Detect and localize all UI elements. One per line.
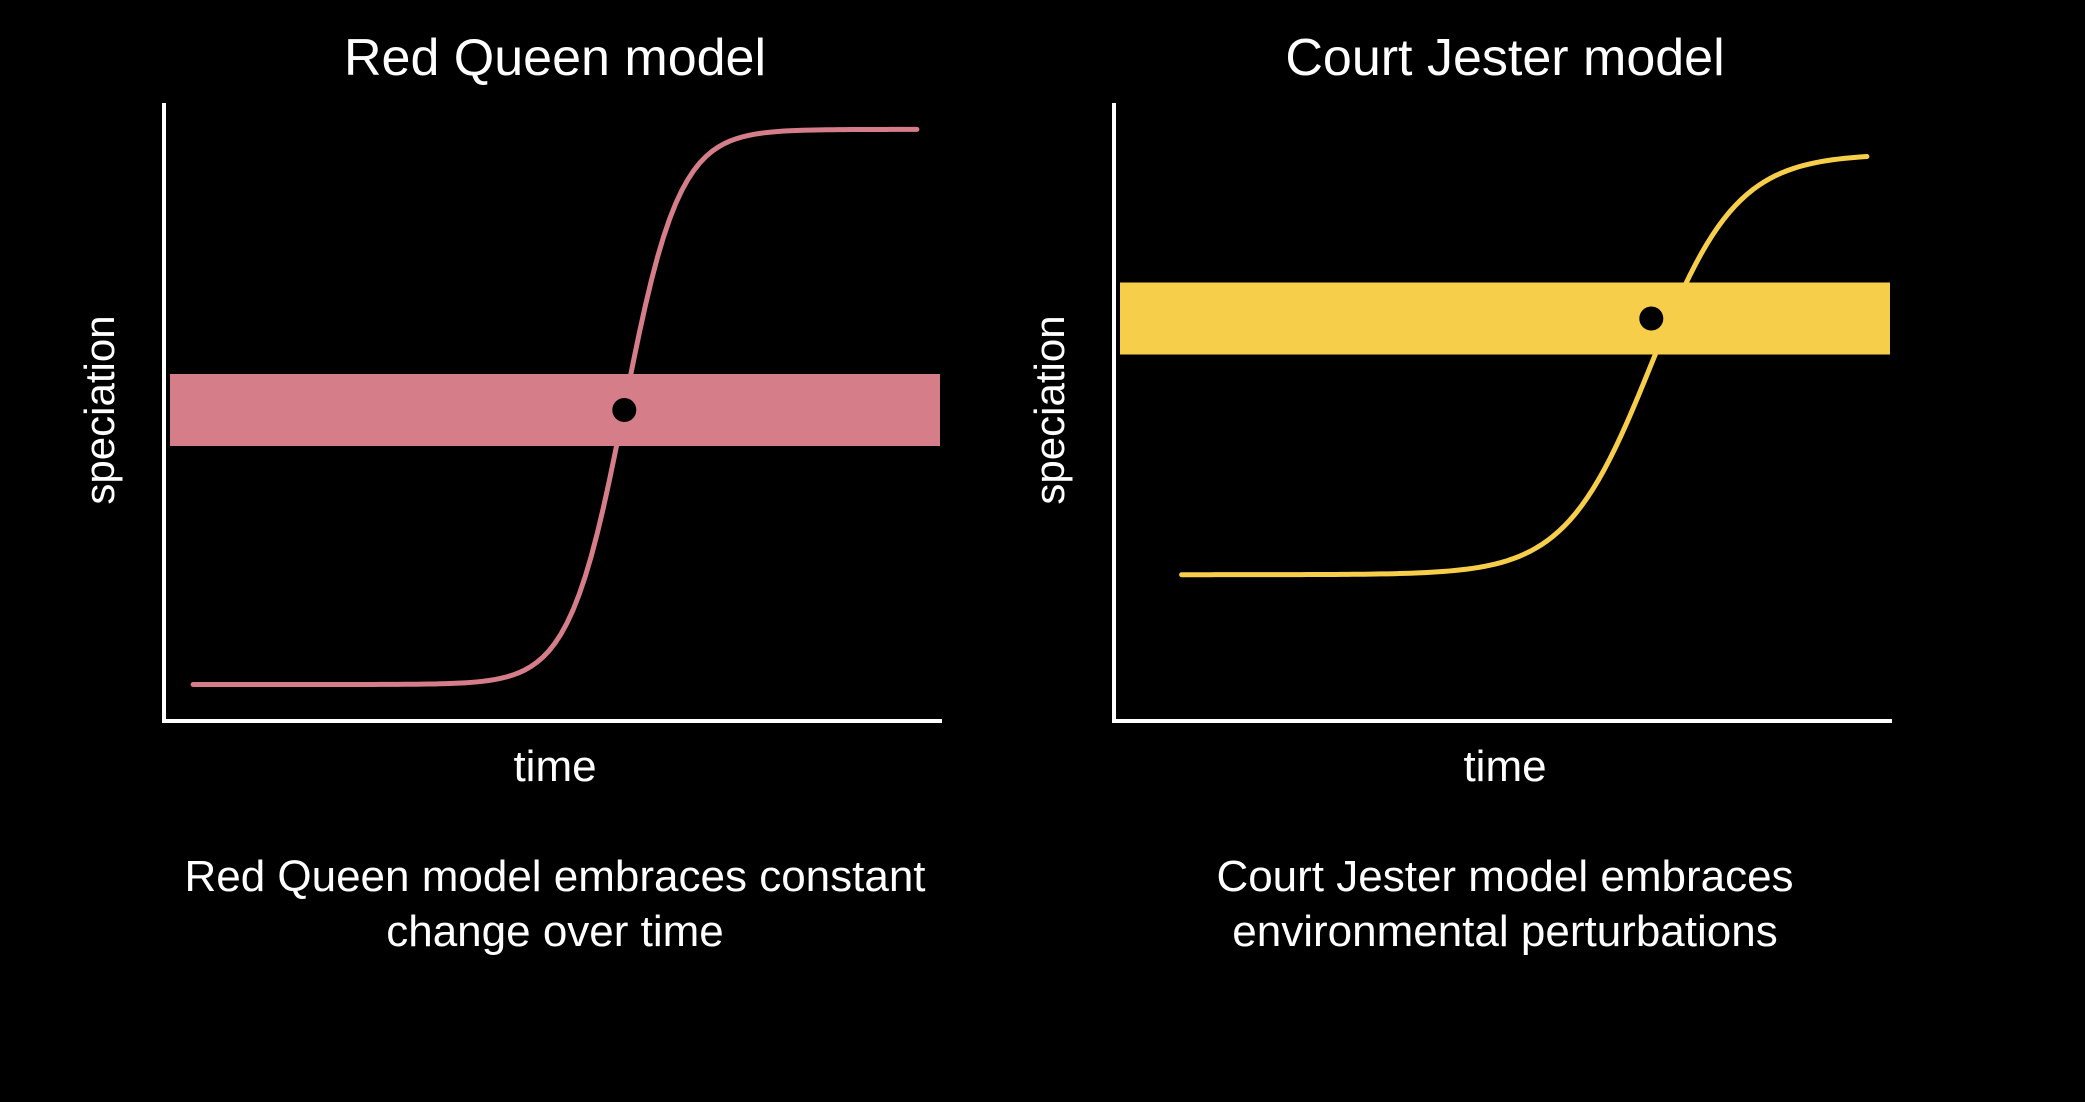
panel-left-inflection-dot [612,398,636,422]
panel-right-y-axis-label: speciation [1026,315,1073,504]
panel-right-x-axis-label: time [1463,742,1546,791]
panel-left-y-axis-label: speciation [76,315,123,504]
panel-right-band [1120,283,1890,355]
panel-right-title: Court Jester model [1285,29,1724,87]
panel-left-title: Red Queen model [344,29,766,87]
panel-right-inflection-dot [1639,307,1663,331]
panel-left-x-axis-label: time [513,742,596,791]
panel-left-band [170,374,940,446]
